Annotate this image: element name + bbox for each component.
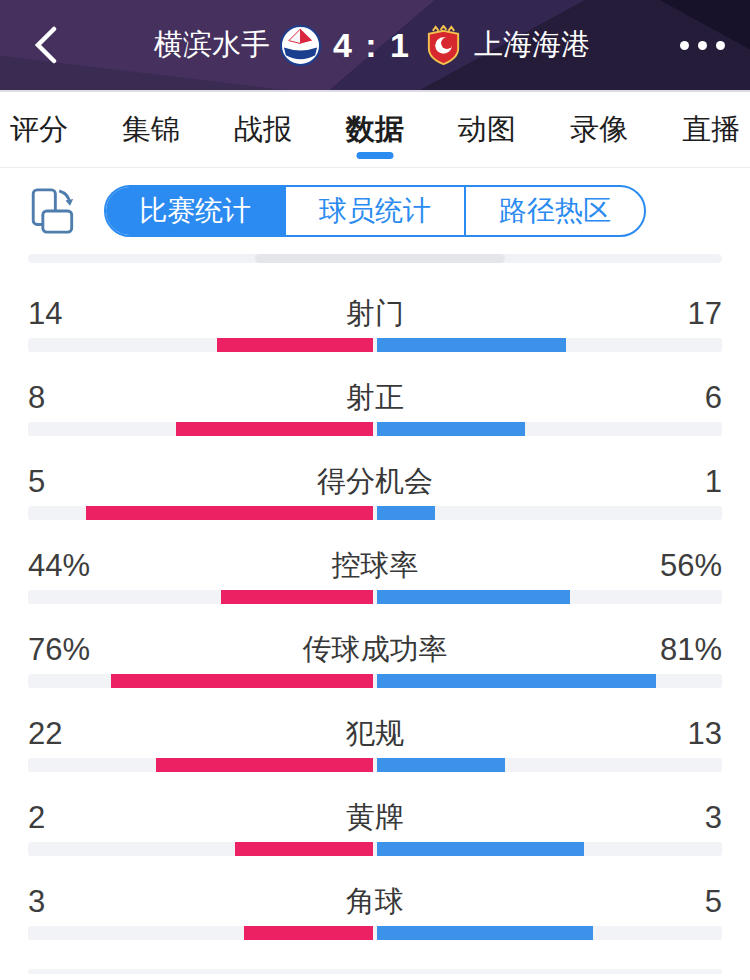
stat-label: 射正 <box>148 378 602 418</box>
stat-label: 得分机会 <box>148 462 602 502</box>
stat-bar-away <box>377 842 584 856</box>
match-score: 4 : 1 <box>333 26 411 65</box>
stat-bar-track <box>28 506 722 520</box>
stat-bar-home <box>86 506 373 520</box>
stat-row: 44%控球率56% <box>28 549 722 604</box>
stat-row: 14射门17 <box>28 297 722 352</box>
stat-label: 角球 <box>148 882 602 922</box>
stat-home-value: 8 <box>28 380 148 416</box>
stat-bar-home <box>221 590 373 604</box>
stat-bar-away <box>377 338 566 352</box>
stat-bar-home <box>217 338 373 352</box>
subtab-match-stats[interactable]: 比赛统计 <box>106 187 284 235</box>
chevron-left-icon <box>33 26 57 64</box>
rotate-screen-icon[interactable] <box>28 186 75 236</box>
tab-report[interactable]: 战报 <box>228 92 298 167</box>
tab-highlights[interactable]: 集锦 <box>116 92 186 167</box>
stat-home-value: 3 <box>28 884 148 920</box>
stat-away-value: 3 <box>602 800 722 836</box>
stat-bar-home <box>235 842 373 856</box>
stat-bar-away <box>377 758 505 772</box>
scroll-thumb[interactable] <box>255 254 505 263</box>
stat-row: 5得分机会1 <box>28 465 722 520</box>
stat-label: 传球成功率 <box>148 630 602 670</box>
tab-gifs[interactable]: 动图 <box>452 92 522 167</box>
home-team-name[interactable]: 横滨水手 <box>154 25 270 65</box>
tab-live[interactable]: 直播 <box>676 92 746 167</box>
stat-bar-away <box>377 926 593 940</box>
stat-bar-track <box>28 422 722 436</box>
stat-home-value: 76% <box>28 632 148 668</box>
stat-label: 控球率 <box>148 546 602 586</box>
stat-bar-away <box>377 422 525 436</box>
stat-bar-track <box>28 674 722 688</box>
stat-bar-track <box>28 590 722 604</box>
stat-away-value: 17 <box>602 296 722 332</box>
stat-home-value: 44% <box>28 548 148 584</box>
stat-home-value: 5 <box>28 464 148 500</box>
stat-bar-away <box>377 590 570 604</box>
match-stats-page: 横滨水手 4 : 1 上海海港 <box>0 0 750 980</box>
stat-away-value: 5 <box>602 884 722 920</box>
stat-bar-track <box>28 842 722 856</box>
stat-label: 射门 <box>148 294 602 334</box>
stat-row: 2黄牌3 <box>28 801 722 856</box>
stats-list: 14射门178射正65得分机会144%控球率56%76%传球成功率81%22犯规… <box>0 263 750 940</box>
stat-bar-home <box>156 758 373 772</box>
next-row-track <box>28 969 722 974</box>
stats-segmented-control: 比赛统计 球员统计 路径热区 <box>104 185 646 237</box>
home-team-logo-icon <box>280 25 321 66</box>
stat-away-value: 56% <box>602 548 722 584</box>
stat-bar-away <box>377 674 656 688</box>
match-header: 横滨水手 4 : 1 上海海港 <box>0 0 750 90</box>
stat-away-value: 13 <box>602 716 722 752</box>
away-team-name[interactable]: 上海海港 <box>474 25 590 65</box>
away-team-logo-icon <box>423 25 464 66</box>
tab-bar: 评分 集锦 战报 数据 动图 录像 直播 <box>0 90 750 168</box>
stat-home-value: 2 <box>28 800 148 836</box>
stat-label: 犯规 <box>148 714 602 754</box>
stat-bar-track <box>28 926 722 940</box>
stat-row: 8射正6 <box>28 381 722 436</box>
tab-video[interactable]: 录像 <box>564 92 634 167</box>
tab-data[interactable]: 数据 <box>340 92 410 167</box>
stat-away-value: 81% <box>602 632 722 668</box>
ellipsis-icon <box>680 41 689 50</box>
subtab-player-stats[interactable]: 球员统计 <box>284 187 464 235</box>
stat-bar-track <box>28 338 722 352</box>
subtab-row: 比赛统计 球员统计 路径热区 <box>0 168 750 254</box>
stat-bar-home <box>244 926 373 940</box>
stat-row: 76%传球成功率81% <box>28 633 722 688</box>
stat-away-value: 1 <box>602 464 722 500</box>
stat-bar-home <box>111 674 373 688</box>
more-button[interactable] <box>654 41 750 50</box>
subtab-heatmap[interactable]: 路径热区 <box>464 187 644 235</box>
tab-rating[interactable]: 评分 <box>4 92 74 167</box>
stat-bar-track <box>28 758 722 772</box>
stat-bar-away <box>377 506 435 520</box>
stat-away-value: 6 <box>602 380 722 416</box>
stat-row: 22犯规13 <box>28 717 722 772</box>
stat-bar-home <box>176 422 373 436</box>
stat-label: 黄牌 <box>148 798 602 838</box>
stat-row: 3角球5 <box>28 885 722 940</box>
scroll-indicator[interactable] <box>28 254 722 263</box>
stat-home-value: 14 <box>28 296 148 332</box>
stat-home-value: 22 <box>28 716 148 752</box>
back-button[interactable] <box>0 26 90 64</box>
